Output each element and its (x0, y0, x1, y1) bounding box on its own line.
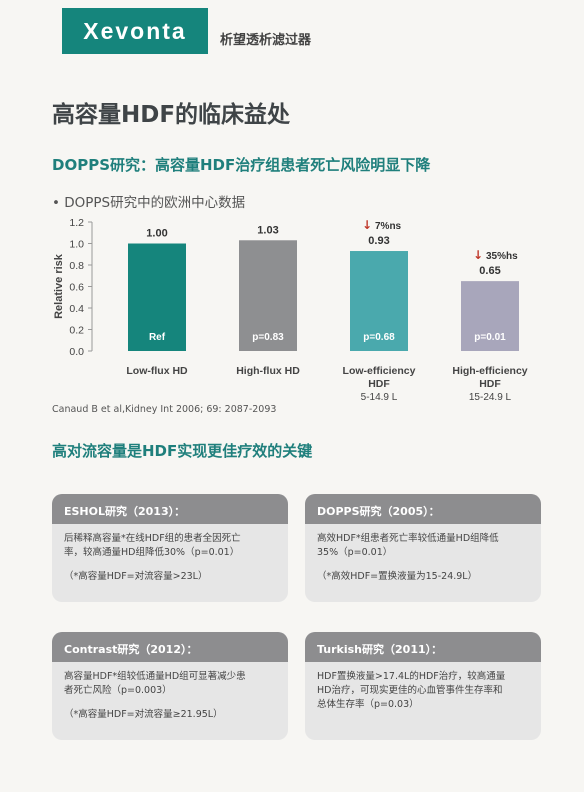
card-title: Turkish研究（2011）： (305, 632, 541, 662)
bar-value-label: 0.93 (368, 235, 389, 247)
bar-p-value-label: Ref (149, 332, 166, 343)
card-text-line: 高容量HDF*组较低通量HD组可显著减少患 (64, 671, 246, 682)
card-title: Contrast研究（2012）： (52, 632, 288, 662)
y-axis-label: Relative risk (53, 253, 65, 319)
card-text-line: 者死亡风险（p=0.003） (64, 685, 172, 696)
card-text-line: 后稀释高容量*在线HDF组的患者全因死亡 (64, 533, 241, 544)
section-title-dopps: DOPPS研究：高容量HDF治疗组患者死亡风险明显下降 (52, 156, 431, 174)
x-category-label: High-efficiency (452, 365, 527, 377)
y-tick-label: 0.4 (69, 303, 84, 315)
risk-reduction-label: 7%ns (375, 221, 402, 232)
card-text-line: 35%（p=0.01） (317, 547, 393, 558)
bar-p-value-label: p=0.68 (363, 332, 395, 343)
study-card-contrast: Contrast研究（2012）： 高容量HDF*组较低通量HD组可显著减少患 … (52, 632, 288, 740)
bar (350, 251, 408, 351)
card-text-line: HD治疗，可现实更佳的心血管事件生存率和 (317, 685, 503, 696)
down-arrow-icon: ↓ (473, 248, 483, 262)
brand-logo: Xevonta (62, 8, 208, 54)
x-category-label: HDF (368, 378, 390, 390)
x-category-label: High-flux HD (236, 365, 300, 377)
card-note: （*高容量HDF=对流容量>23L） (64, 571, 208, 582)
x-category-sublabel: 5-14.9 L (361, 392, 398, 402)
y-tick-label: 0.8 (69, 260, 84, 272)
x-category-label: Low-efficiency (343, 365, 416, 377)
page-title: 高容量HDF的临床益处 (52, 102, 291, 128)
down-arrow-icon: ↓ (362, 218, 372, 232)
bar (239, 240, 297, 351)
y-tick-label: 0.6 (69, 282, 84, 294)
section-title-convection: 高对流容量是HDF实现更佳疗效的关键 (52, 442, 313, 460)
card-text-line: 高效HDF*组患者死亡率较低通量HD组降低 (317, 533, 499, 544)
y-tick-label: 0.0 (69, 346, 84, 358)
bar (461, 281, 519, 351)
y-tick-label: 0.2 (69, 325, 84, 337)
brand-name: Xevonta (83, 17, 187, 44)
x-category-sublabel: 15-24.9 L (469, 392, 512, 402)
study-card-eshol: ESHOL研究（2013）： 后稀释高容量*在线HDF组的患者全因死亡 率，较高… (52, 494, 288, 602)
brand-subtitle: 析望透析滤过器 (220, 33, 312, 48)
card-text-line: 率，较高通量HD组降低30%（p=0.01） (64, 547, 240, 558)
study-card-turkish: Turkish研究（2011）： HDF置换液量>17.4L的HDF治疗，较高通… (305, 632, 541, 740)
bar-value-label: 0.65 (479, 265, 500, 277)
bar-value-label: 1.03 (257, 224, 278, 236)
risk-reduction-label: 35%hs (486, 251, 518, 262)
bullet-european-data: • DOPPS研究中的欧洲中心数据 (52, 195, 246, 211)
bar-p-value-label: p=0.01 (474, 332, 506, 343)
bar-p-value-label: p=0.83 (252, 332, 284, 343)
card-title: DOPPS研究（2005）： (305, 494, 541, 524)
card-note: （*高容量HDF=对流容量≥21.95L） (64, 709, 223, 720)
card-title: ESHOL研究（2013）： (52, 494, 288, 524)
bar-value-label: 1.00 (146, 228, 167, 240)
y-tick-label: 1.2 (69, 217, 84, 229)
relative-risk-chart: 0.0 0.2 0.4 0.6 0.8 1.0 1.2 Relative risk 1.00 Re… (53, 217, 528, 402)
bar (128, 243, 186, 351)
x-category-label: Low-flux HD (126, 365, 188, 377)
y-tick-label: 1.0 (69, 239, 84, 251)
card-text-line: HDF置换液量>17.4L的HDF治疗，较高通量 (317, 671, 506, 682)
card-text-line: 总体生存率（p=0.03） (317, 699, 419, 710)
study-card-dopps: DOPPS研究（2005）： 高效HDF*组患者死亡率较低通量HD组降低 35%… (305, 494, 541, 602)
card-note: （*高效HDF=置换液量为15-24.9L） (317, 571, 478, 582)
citation: Canaud B et al,Kidney Int 2006; 69: 2087… (52, 404, 277, 415)
x-category-label: HDF (479, 378, 501, 390)
